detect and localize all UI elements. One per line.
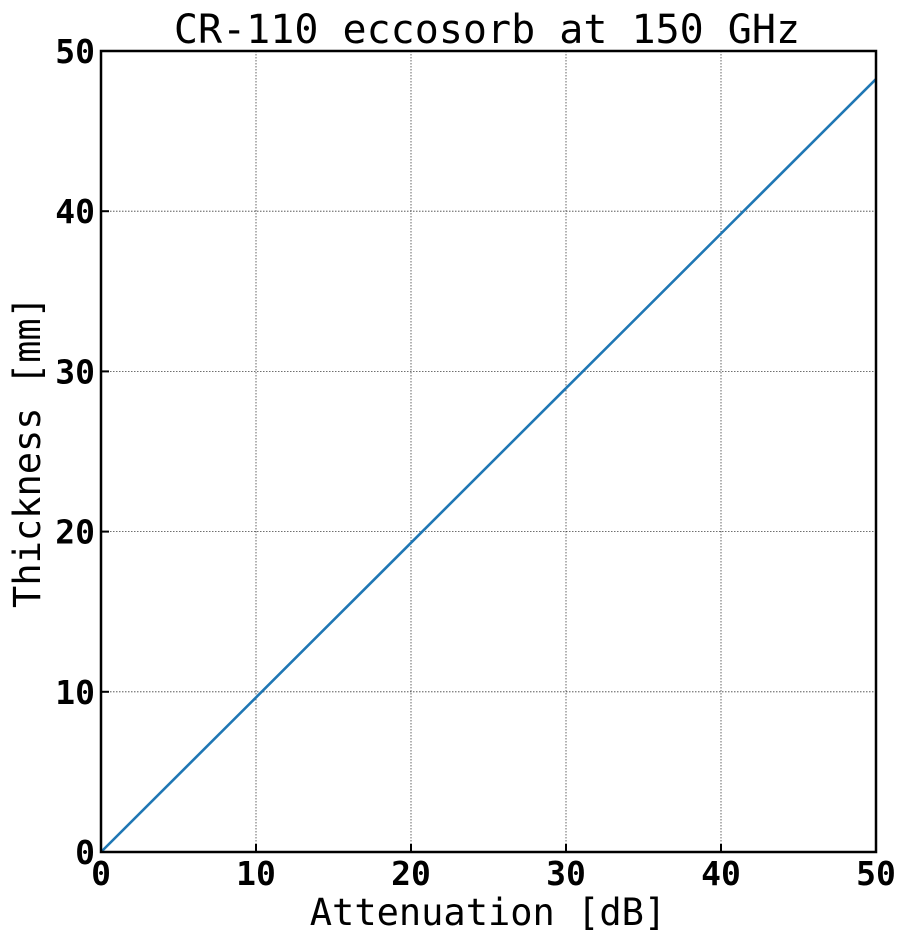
x-tick-label: 10 [236, 854, 276, 893]
series-line [100, 78, 877, 853]
plot-frame [99, 49, 878, 854]
x-tick-label: 0 [91, 854, 111, 893]
y-tick-label: 0 [75, 833, 95, 872]
y-axis-label: Thickness [mm] [6, 296, 49, 608]
x-tick-label: 20 [391, 854, 431, 893]
x-tick-label: 50 [856, 854, 896, 893]
x-tick-label: 30 [546, 854, 586, 893]
chart-title: CR-110 eccosorb at 150 GHz [174, 7, 800, 53]
plot-area [100, 78, 877, 853]
x-tick-label: 40 [701, 854, 741, 893]
axis-ticks: 0 10 20 30 40 50 0 10 20 30 40 50 [55, 32, 896, 893]
x-axis-label: Attenuation [dB] [310, 891, 666, 934]
y-tick-label: 10 [55, 673, 95, 712]
y-tick-label: 40 [55, 192, 95, 231]
y-tick-label: 50 [55, 32, 95, 71]
grid [101, 51, 876, 852]
y-tick-label: 20 [55, 513, 95, 552]
y-tick-label: 30 [55, 352, 95, 391]
